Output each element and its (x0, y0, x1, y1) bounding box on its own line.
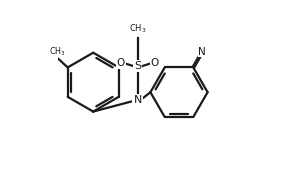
Text: O: O (117, 58, 125, 68)
Text: N: N (133, 95, 142, 105)
Text: N: N (199, 47, 206, 57)
Text: CH$_3$: CH$_3$ (129, 23, 147, 35)
Text: S: S (134, 61, 141, 71)
Text: O: O (151, 58, 159, 68)
Text: CH$_3$: CH$_3$ (49, 45, 66, 58)
